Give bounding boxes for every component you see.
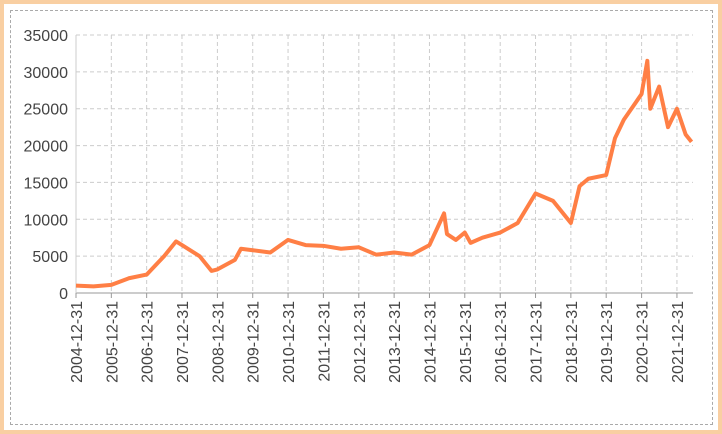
y-tick-label: 5000 [32, 249, 68, 266]
x-tick-label: 2018-12-31 [564, 301, 581, 383]
y-tick-label: 20000 [24, 139, 69, 156]
x-tick-label: 2007-12-31 [175, 301, 192, 383]
x-tick-label: 2019-12-31 [599, 301, 616, 383]
x-tick-label: 2006-12-31 [140, 301, 157, 383]
y-tick-label: 15000 [24, 175, 69, 192]
line [75, 58, 694, 289]
x-tick-label: 2009-12-31 [246, 301, 263, 383]
x-tick-label: 2008-12-31 [210, 301, 227, 383]
y-tick-label: 25000 [24, 102, 69, 119]
y-tick-label: 30000 [24, 65, 69, 82]
x-tick-label: 2013-12-31 [387, 301, 404, 383]
y-tick-label: 35000 [24, 28, 69, 45]
x-tick-label: 2012-12-31 [352, 301, 369, 383]
x-tick-label: 2014-12-31 [422, 301, 439, 383]
x-tick-label: 2016-12-31 [493, 301, 510, 383]
y-tick-label: 0 [59, 286, 68, 303]
x-tick-label: 2020-12-31 [635, 301, 652, 383]
x-tick-label: 2011-12-31 [316, 301, 333, 382]
x-tick-label: 2005-12-31 [104, 301, 121, 383]
x-tick-label: 2010-12-31 [281, 301, 298, 383]
y-tick-label: 10000 [24, 212, 69, 229]
x-tick-label: 2004-12-31 [69, 301, 86, 383]
x-tick-label: 2015-12-31 [458, 301, 475, 383]
x-tick-label: 2021-12-31 [670, 301, 687, 383]
inner-border [10, 10, 713, 425]
x-tick-label: 2017-12-31 [529, 301, 546, 383]
